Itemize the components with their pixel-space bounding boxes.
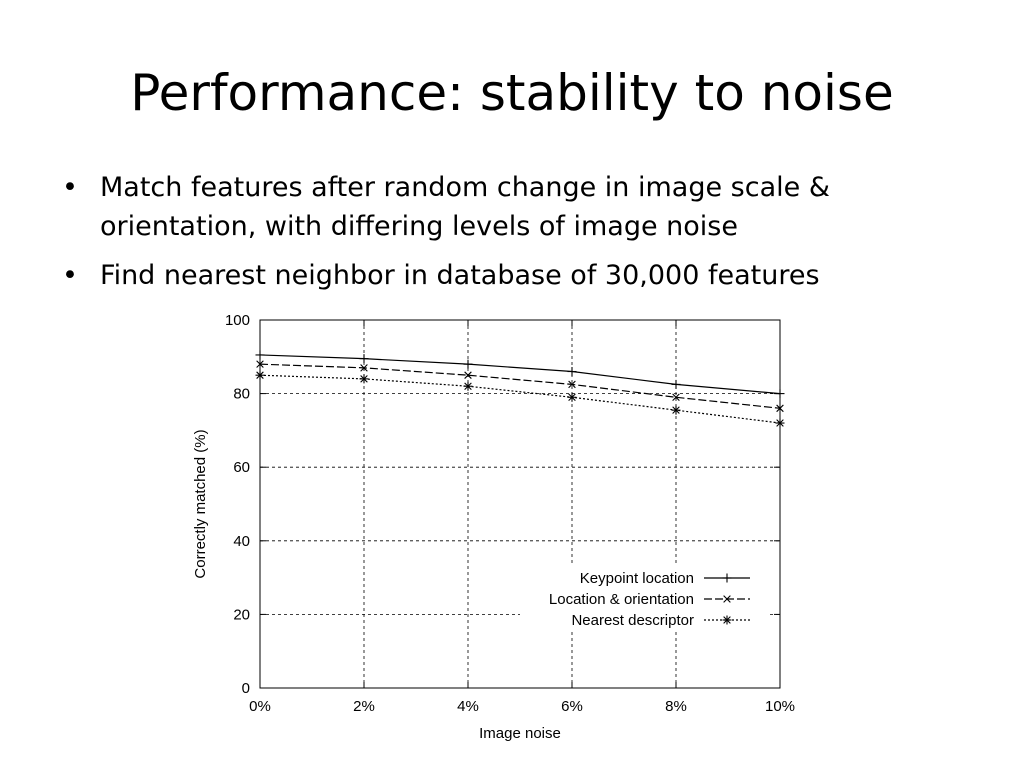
series-3-point xyxy=(568,393,576,402)
legend-label: Nearest descriptor xyxy=(571,612,694,629)
series-2-point xyxy=(464,371,472,379)
legend-label: Location & orientation xyxy=(549,591,694,608)
x-tick-label: 6% xyxy=(561,698,583,715)
bullet-list: • Match features after random change in … xyxy=(62,168,962,305)
chart: 0% 2% 4% 6% 8% 10% 0 20 40 60 80 100 Image noise Corr… xyxy=(180,305,820,760)
series-2-point xyxy=(360,364,368,372)
series-line-2 xyxy=(259,363,781,409)
bullet-text: Find nearest neighbor in database of 30,… xyxy=(100,260,820,291)
x-tick-label: 0% xyxy=(249,698,271,715)
chart-svg: 0% 2% 4% 6% 8% 10% 0 20 40 60 80 100 Image noise Corr… xyxy=(192,312,795,742)
series-2-point xyxy=(672,393,680,402)
x-axis-label: Image noise xyxy=(479,725,561,742)
series-2-point xyxy=(568,380,576,389)
x-tick-label: 10% xyxy=(765,698,795,715)
series-3-point xyxy=(776,419,784,427)
bullet-icon: • xyxy=(62,172,78,203)
series-2-point xyxy=(256,360,264,368)
y-tick-label: 100 xyxy=(225,312,250,329)
legend-marker xyxy=(723,616,731,624)
series-3-point xyxy=(256,371,264,379)
bullet-item: • Match features after random change in … xyxy=(62,168,962,246)
series-3-point xyxy=(464,382,472,391)
x-tick-label: 8% xyxy=(665,698,687,715)
y-tick-label: 40 xyxy=(233,533,250,550)
slide-title: Performance: stability to noise xyxy=(130,64,894,122)
series-3-point xyxy=(360,375,368,383)
x-tick-label: 4% xyxy=(457,698,479,715)
legend-label: Keypoint location xyxy=(580,570,694,587)
series-3-point xyxy=(672,406,680,414)
x-tick-label: 2% xyxy=(353,698,375,715)
bullet-item: • Find nearest neighbor in database of 3… xyxy=(62,256,962,295)
bullet-icon: • xyxy=(62,260,78,291)
series-line-1 xyxy=(259,354,781,395)
series-line-3 xyxy=(259,374,781,424)
y-tick-label: 0 xyxy=(242,680,250,697)
y-tick-label: 20 xyxy=(233,606,250,623)
y-tick-label: 80 xyxy=(233,386,250,403)
series-2-point xyxy=(776,404,784,413)
bullet-text: Match features after random change in im… xyxy=(100,172,830,242)
y-axis-label: Correctly matched (%) xyxy=(192,429,209,578)
legend-marker xyxy=(723,595,731,603)
y-tick-label: 60 xyxy=(233,459,250,476)
plot-frame xyxy=(259,319,781,689)
